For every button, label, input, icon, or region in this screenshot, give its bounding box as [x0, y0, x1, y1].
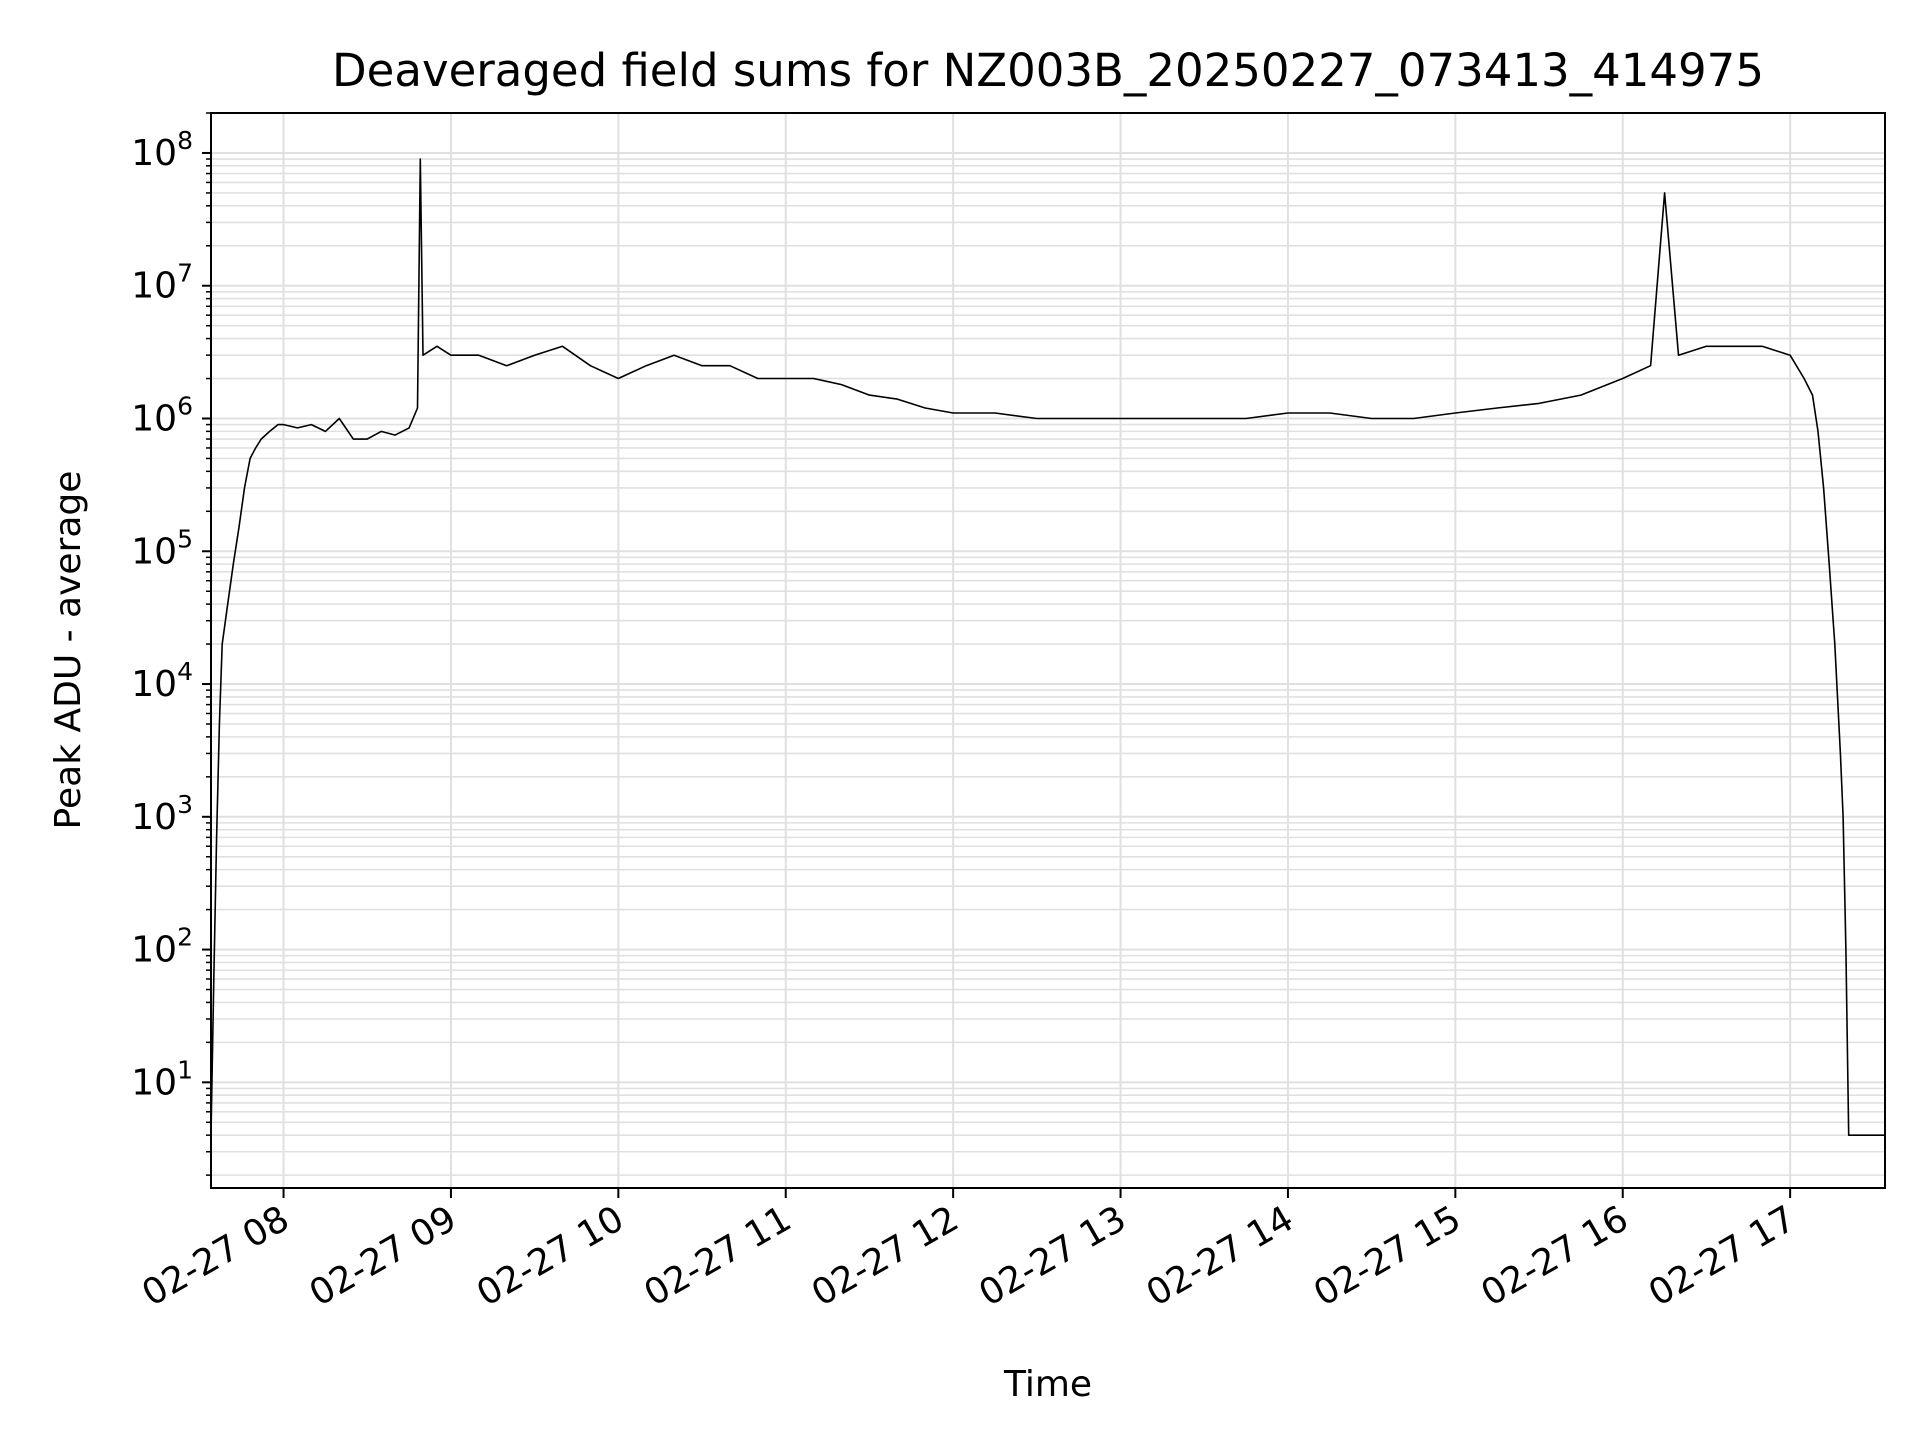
y-tick-label: 102: [131, 923, 193, 971]
x-tick-label: 02-27 15: [1307, 1198, 1468, 1314]
y-tick-label: 108: [131, 126, 193, 174]
y-tick-label: 106: [131, 392, 193, 440]
x-tick-label: 02-27 08: [135, 1198, 296, 1314]
plot-frame: [210, 112, 1886, 1189]
series-layer: [210, 158, 1885, 1136]
x-tick-label: 02-27 17: [1642, 1198, 1803, 1314]
x-tick-label: 02-27 12: [805, 1198, 966, 1314]
x-tick-label: 02-27 09: [303, 1198, 464, 1314]
y-tick-label: 103: [131, 790, 193, 838]
y-tick-label: 107: [131, 259, 193, 307]
series-line: [210, 158, 1885, 1136]
x-tick-label: 02-27 14: [1140, 1198, 1301, 1314]
grid-lines: [211, 112, 1885, 1188]
x-tick-label: 02-27 16: [1475, 1198, 1636, 1314]
y-axis-label: Peak ADU - average: [48, 471, 89, 830]
x-tick-label: 02-27 10: [470, 1198, 631, 1314]
x-axis-label: Time: [1003, 1364, 1092, 1405]
y-tick-label: 105: [131, 524, 193, 572]
y-tick-label: 104: [131, 657, 193, 705]
x-tick-label: 02-27 13: [972, 1198, 1133, 1314]
x-tick-label: 02-27 11: [638, 1198, 799, 1314]
chart-title: Deaveraged field sums for NZ003B_2025022…: [332, 44, 1764, 97]
y-tick-label: 101: [131, 1055, 193, 1103]
